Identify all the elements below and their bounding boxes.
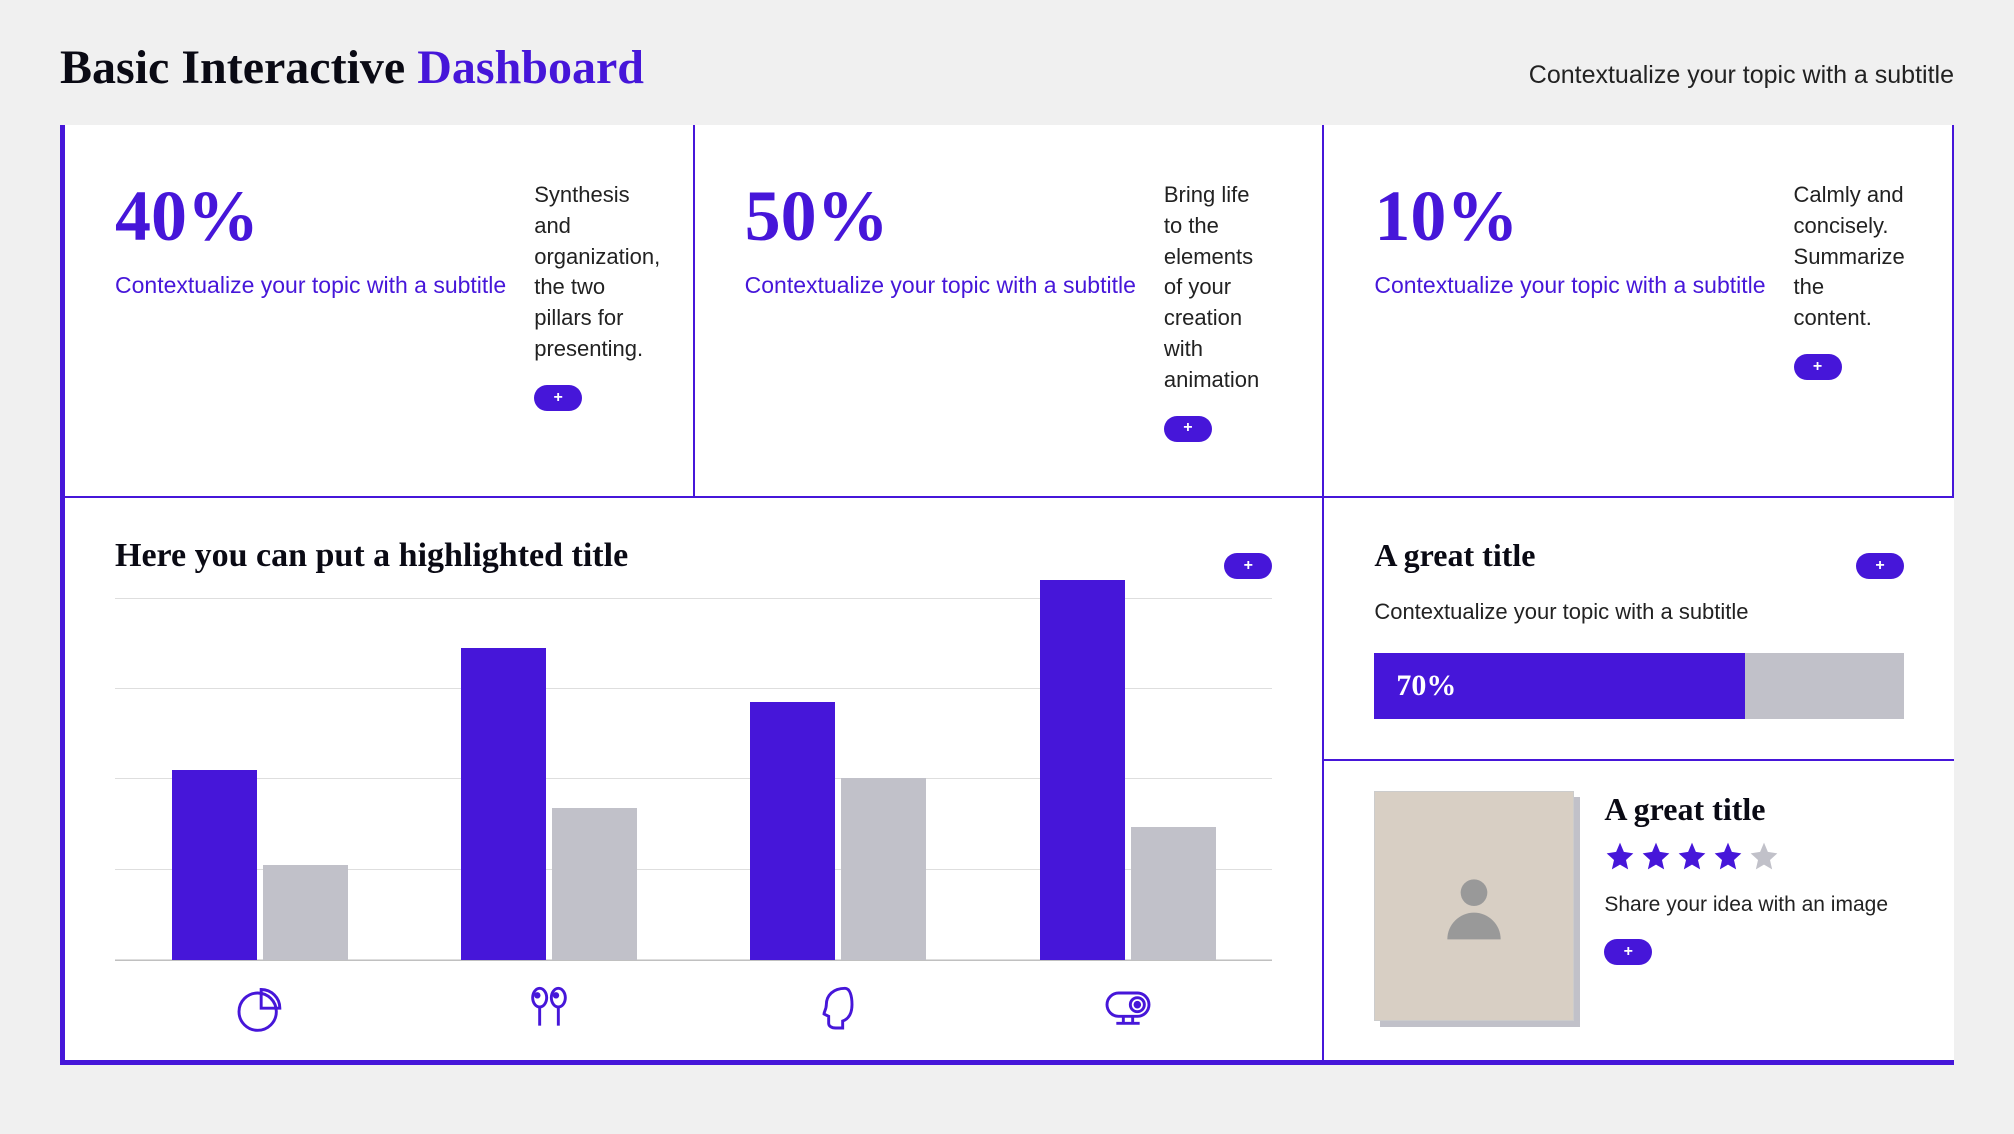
bar-secondary — [841, 778, 926, 960]
avatar — [1374, 791, 1574, 1021]
progress-bar: 70% — [1374, 653, 1904, 719]
page-subtitle: Contextualize your topic with a subtitle — [1529, 61, 1954, 90]
star-filled-icon — [1712, 840, 1744, 872]
stat-card-1: 40% Contextualize your topic with a subt… — [65, 125, 695, 498]
earbuds-icon — [521, 979, 577, 1035]
head-icon — [810, 979, 866, 1035]
bar-group — [461, 648, 637, 960]
progress-panel: A great title + Contextualize your topic… — [1324, 498, 1954, 761]
progress-subtitle: Contextualize your topic with a subtitle — [1374, 599, 1904, 625]
progress-title: A great title — [1374, 537, 1535, 574]
bar-secondary — [552, 808, 637, 960]
title-accent: Dashboard — [417, 41, 644, 94]
page-title: Basic Interactive Dashboard — [60, 40, 644, 95]
bar-secondary — [1131, 827, 1216, 960]
expand-button[interactable]: + — [1604, 939, 1652, 965]
progress-label: 70% — [1396, 669, 1456, 703]
bar-group — [750, 702, 926, 960]
bar-primary — [172, 770, 257, 960]
stat-card-2: 50% Contextualize your topic with a subt… — [695, 125, 1325, 498]
pie-icon — [232, 979, 288, 1035]
chart-panel: Here you can put a highlighted title + — [65, 498, 1324, 1060]
progress-fill: 70% — [1374, 653, 1745, 719]
image-card: A great title Share your idea with an im… — [1324, 761, 1954, 1060]
stat-description: Synthesis and organization, the two pill… — [534, 180, 660, 365]
image-card-title: A great title — [1604, 791, 1904, 828]
bar-group — [172, 770, 348, 960]
title-prefix: Basic Interactive — [60, 41, 417, 94]
chart-title: Here you can put a highlighted title — [115, 537, 628, 575]
stat-subtitle: Contextualize your topic with a subtitle — [745, 270, 1136, 301]
star-filled-icon — [1640, 840, 1672, 872]
stat-subtitle: Contextualize your topic with a subtitle — [115, 270, 506, 301]
webcam-icon — [1100, 979, 1156, 1035]
bar-group — [1040, 580, 1216, 960]
star-filled-icon — [1676, 840, 1708, 872]
image-card-description: Share your idea with an image — [1604, 890, 1904, 919]
stat-percent: 40% — [115, 180, 506, 252]
stat-percent: 10% — [1374, 180, 1765, 252]
bar-chart — [115, 599, 1272, 961]
stat-description: Bring life to the elements of your creat… — [1164, 180, 1272, 396]
expand-button[interactable]: + — [1794, 354, 1842, 380]
stat-card-3: 10% Contextualize your topic with a subt… — [1324, 125, 1954, 498]
star-empty-icon — [1748, 840, 1780, 872]
stat-subtitle: Contextualize your topic with a subtitle — [1374, 270, 1765, 301]
bar-secondary — [263, 865, 348, 960]
stat-percent: 50% — [745, 180, 1136, 252]
bar-primary — [1040, 580, 1125, 960]
stat-description: Calmly and concisely. Summarize the cont… — [1794, 180, 1905, 334]
rating-stars — [1604, 840, 1904, 872]
expand-button[interactable]: + — [534, 385, 582, 411]
expand-button[interactable]: + — [1164, 416, 1212, 442]
star-filled-icon — [1604, 840, 1636, 872]
expand-button[interactable]: + — [1856, 553, 1904, 579]
side-column: A great title + Contextualize your topic… — [1324, 498, 1954, 1060]
bar-primary — [750, 702, 835, 960]
expand-button[interactable]: + — [1224, 553, 1272, 579]
dashboard-grid: 40% Contextualize your topic with a subt… — [60, 125, 1954, 1065]
bar-primary — [461, 648, 546, 960]
